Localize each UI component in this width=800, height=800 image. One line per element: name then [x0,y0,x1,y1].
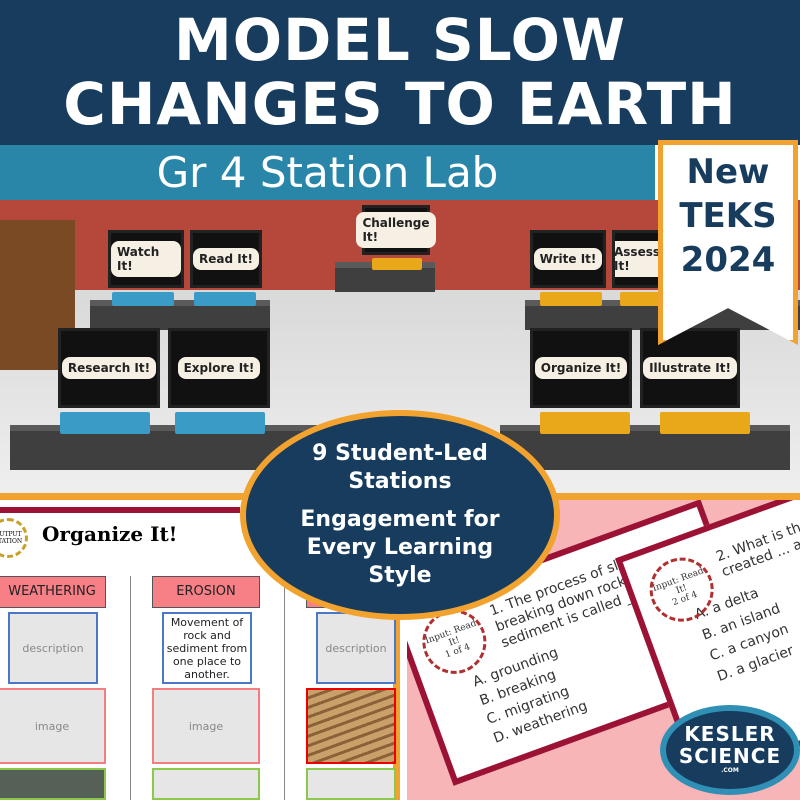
worksheet-preview: OUTPUT STATION Organize It! WEATHERING d… [0,500,400,800]
tray [60,412,150,434]
station-label: Read It! [193,248,259,270]
tray [175,412,265,434]
description-box: description [8,612,98,684]
title-line-1: MODEL SLOW [174,6,626,74]
tray [112,292,174,306]
image-box: image [152,688,260,764]
badge-teks: TEKS [679,196,777,236]
column-header: WEATHERING [0,576,106,608]
stations-callout: 9 Student-Led Stations Engagement for Ev… [240,410,560,620]
kesler-science-logo: KESLER SCIENCE .COM [660,705,800,795]
station-monitor: Illustrate It! [640,328,740,408]
title-line-2: CHANGES TO EARTH [63,70,737,138]
station-monitor: Explore It! [168,328,270,408]
tray [660,412,750,434]
logo-line: KESLER [684,722,776,746]
photo-box [0,768,106,800]
callout-line: Stations [348,469,452,494]
station-monitor: Challenge It! [356,205,436,255]
tray [372,258,422,270]
tray [194,292,256,306]
station-label: Watch It! [111,241,181,277]
callout-line: Style [368,563,432,588]
station-label: Explore It! [177,357,261,379]
station-monitor: Assess It! [612,230,662,288]
station-monitor: Read It! [190,230,262,288]
tray [540,292,602,306]
photo-box [306,768,396,800]
worksheet-header-bar [0,507,240,513]
callout-line: 9 Student-Led [312,441,488,466]
divider [284,576,285,800]
worksheet-title: Organize It! [42,522,178,546]
question-text: 2. What is the newly created ... a river… [714,501,800,581]
tray [620,292,660,306]
station-monitor: Organize It! [530,328,632,408]
station-monitor: Watch It! [108,230,184,288]
photo-box [152,768,260,800]
output-station-stamp: OUTPUT STATION [0,518,28,558]
station-label: Illustrate It! [643,357,737,379]
title-banner [0,0,800,145]
station-label: Challenge It! [356,212,436,248]
logo-line: SCIENCE [678,744,782,768]
sand-dune-photo [306,688,396,764]
logo-sub: .COM [721,767,739,774]
badge-year: 2024 [680,240,776,280]
subtitle: Gr 4 Station Lab [0,145,655,200]
station-monitor: Write It! [530,230,606,288]
badge-new: New [686,152,770,192]
station-label: Research It! [61,357,157,379]
station-monitor: Research It! [58,328,160,408]
description-box: Movement of rock and sediment from one p… [162,612,252,684]
callout-line: Engagement for [300,507,500,532]
station-label: Assess It! [615,241,659,277]
column-header: EROSION [152,576,260,608]
station-label: Organize It! [534,357,628,379]
callout-line: Every Learning [306,535,494,560]
tray [540,412,630,434]
divider [130,576,131,800]
description-box: description [316,612,396,684]
teks-badge-text: New TEKS 2024 [658,150,798,282]
image-box: image [0,688,106,764]
station-label: Write It! [533,248,603,270]
